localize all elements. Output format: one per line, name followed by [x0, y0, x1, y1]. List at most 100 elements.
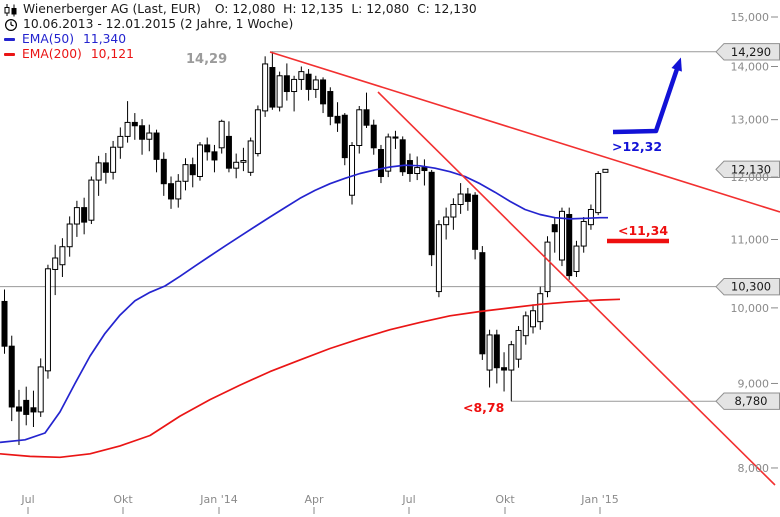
candle: [349, 142, 356, 205]
candle: [110, 140, 117, 180]
candle: [189, 157, 196, 188]
candle: [428, 169, 435, 267]
breakout-arrow: [612, 65, 681, 135]
candle: [37, 358, 44, 417]
ema200-label: EMA(200): [22, 47, 82, 61]
candle: [153, 129, 160, 173]
candle: [551, 217, 558, 253]
candle: [450, 198, 457, 230]
candle: [377, 144, 384, 184]
price-tag-10,300: 10,300: [715, 277, 780, 296]
candle: [168, 176, 175, 209]
candle: [1, 289, 8, 354]
date-range-row: 10.06.2013 - 12.01.2015 (2 Jahre, 1 Woch…: [4, 17, 477, 32]
candle: [327, 87, 334, 126]
ema200-value: 10,121: [90, 47, 134, 61]
candlestick-logo-icon: [4, 3, 17, 16]
candle: [81, 197, 88, 235]
steep-downtrend-line: [377, 91, 776, 486]
candle: [515, 326, 522, 368]
breakout-target-label: >12,32: [612, 139, 662, 154]
candle: [182, 158, 189, 191]
trendlines-layer: [269, 51, 780, 486]
y-tick-label: 8,000: [738, 462, 770, 475]
candle: [52, 244, 59, 296]
candle: [414, 156, 421, 181]
candle: [211, 144, 218, 173]
candle: [15, 389, 22, 446]
candle: [218, 119, 225, 154]
candle: [334, 102, 341, 132]
x-tick-label: Okt: [113, 493, 133, 506]
candle: [196, 142, 203, 181]
candle: [225, 121, 232, 173]
candle: [269, 51, 276, 110]
peak-price-label: 14,29: [186, 52, 227, 67]
candle: [283, 63, 290, 101]
candle: [160, 152, 167, 196]
candle: [30, 390, 37, 428]
x-tick-label: Apr: [304, 493, 324, 506]
candle: [363, 92, 370, 128]
candle: [59, 238, 66, 277]
upper-downtrend-line: [269, 51, 780, 213]
ema200-line: [0, 298, 621, 459]
candle: [399, 136, 406, 176]
candle: [175, 174, 182, 208]
ema50-color-swatch: [4, 38, 15, 41]
candle: [587, 204, 594, 230]
candle: [298, 66, 305, 90]
candle: [139, 119, 146, 155]
x-tick-label: Jan '15: [580, 493, 618, 506]
candle: [580, 217, 587, 253]
ema50-label: EMA(50): [22, 32, 75, 46]
candle: [102, 152, 109, 184]
legend-ema50-row: EMA(50) 11,340: [4, 32, 477, 47]
candle: [464, 187, 471, 211]
support-level-label: <8,78: [463, 400, 504, 415]
candle: [312, 75, 319, 98]
x-tick-label: Jul: [20, 493, 34, 506]
candle: [602, 168, 609, 173]
y-tick-label: 13,000: [731, 114, 770, 127]
candle: [44, 264, 51, 379]
ema200-color-swatch: [4, 53, 15, 56]
candle: [392, 130, 399, 149]
breakout-arrowhead: [671, 57, 682, 72]
candle: [291, 75, 298, 112]
candle: [595, 171, 602, 216]
x-tick-label: Jan '14: [199, 493, 237, 506]
candle: [73, 200, 80, 237]
price-tag-12,130: 12,130: [715, 160, 780, 179]
candle: [558, 207, 565, 267]
candle: [356, 105, 363, 154]
ohlc-values: O: 12,080 H: 12,135 L: 12,080 C: 12,130: [214, 2, 477, 16]
price-tag-value: 14,290: [731, 45, 771, 59]
y-tick-label: 12,000: [731, 171, 770, 184]
x-axis-layer: Jul Okt Jan '14 Apr Jul Okt Jan '15: [20, 493, 619, 514]
candle: [486, 329, 493, 388]
candle: [320, 77, 327, 114]
candle: [66, 216, 73, 257]
candle: [254, 105, 261, 157]
candle: [341, 113, 348, 166]
candle: [457, 183, 464, 214]
candle: [23, 386, 30, 426]
candle: [544, 236, 551, 298]
candle: [406, 153, 413, 182]
y-tick-label: 15,000: [731, 11, 770, 24]
title-row: Wienerberger AG (Last, EUR) O: 12,080 H:…: [4, 2, 477, 17]
candle: [479, 246, 486, 360]
candle: [501, 352, 508, 392]
price-tag-14,290: 14,290: [715, 43, 780, 61]
chart-header: Wienerberger AG (Last, EUR) O: 12,080 H:…: [4, 2, 477, 62]
candle: [240, 147, 247, 172]
candle: [124, 101, 131, 143]
candle: [131, 113, 138, 140]
price-tags-layer: 14,290 12,130 10,300 8,780: [715, 43, 780, 410]
candle: [262, 56, 269, 117]
candle: [508, 340, 515, 402]
candle: [233, 153, 240, 179]
